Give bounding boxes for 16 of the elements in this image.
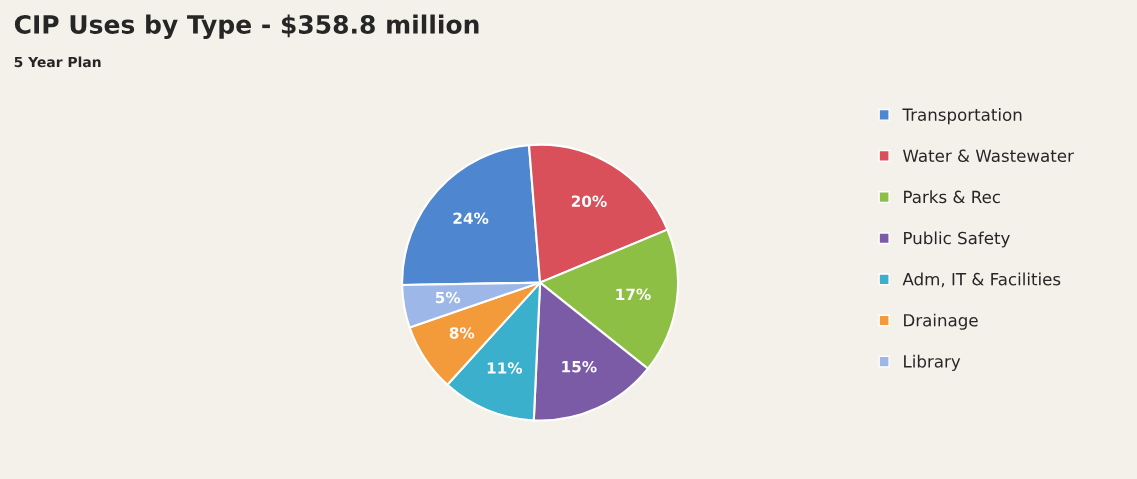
legend-label: Transportation <box>902 108 1022 125</box>
legend-label: Parks & Rec <box>904 190 1000 204</box>
data-label: 17% <box>616 288 651 301</box>
legend-label: Drainage <box>904 313 978 330</box>
legend-label: Water & Wastewater <box>903 149 1074 163</box>
legend-label: Public Safety <box>904 231 1010 248</box>
data-label: 5% <box>435 291 461 304</box>
data-label: 15% <box>562 360 597 373</box>
legend-label: Library <box>904 354 961 371</box>
data-label: 20% <box>571 195 607 207</box>
data-label: 8% <box>449 327 475 339</box>
data-label: 24% <box>453 212 489 225</box>
chart-title: CIP Uses by Type - $358.8 million <box>14 14 479 39</box>
legend-label: Adm, IT & Facilities <box>902 272 1061 288</box>
data-label: 11% <box>487 362 523 374</box>
text: 5 Year Plan <box>14 56 101 68</box>
